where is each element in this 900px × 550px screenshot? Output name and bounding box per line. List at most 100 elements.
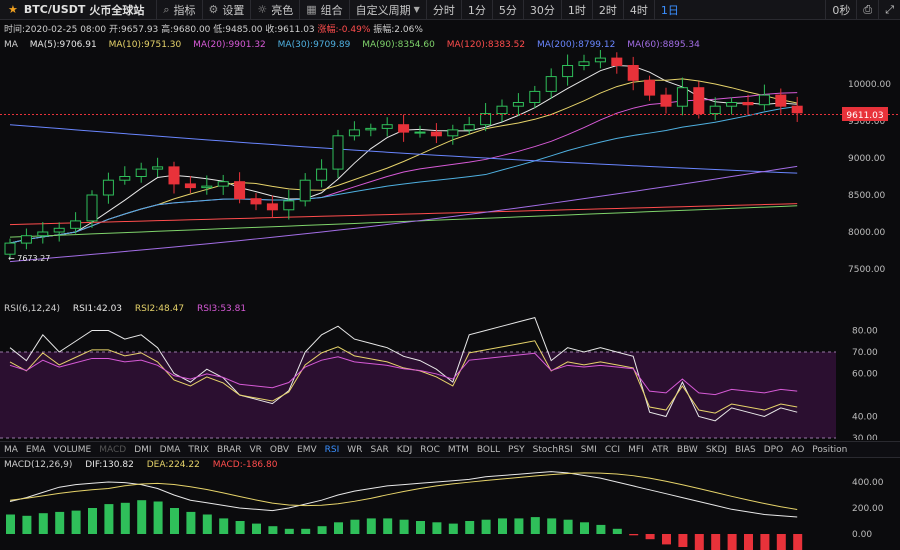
rsi-chart[interactable]: 80.00 70.00 60.00 40.00 30.00: [0, 300, 900, 440]
rsi-axis-label: 30.00: [852, 434, 878, 440]
layout-button[interactable]: ▦ 组合: [299, 0, 348, 19]
ma-legend: MA MA(5):9706.91 MA(10):9751.30 MA(20):9…: [4, 40, 709, 50]
indicator-tab-mfi[interactable]: MFI: [628, 444, 644, 455]
gear-icon: ⚙: [208, 3, 219, 16]
indicator-tab-volume[interactable]: VOLUME: [53, 444, 92, 455]
indicator-tab-macd[interactable]: MACD: [99, 444, 127, 455]
macd-bar: [137, 500, 147, 534]
indicator-tab-emv[interactable]: EMV: [297, 444, 317, 455]
rsi2-line: [9, 340, 798, 414]
indicator-button[interactable]: ⌕ 指标: [156, 0, 201, 19]
indicator-tab-vr[interactable]: VR: [249, 444, 262, 455]
ma60-value: MA(60):8895.34: [627, 40, 700, 50]
indicator-tab-dma[interactable]: DMA: [159, 444, 181, 455]
macd-axis-label: 400.00: [852, 478, 884, 488]
screenshot-button[interactable]: ⎙: [856, 0, 878, 19]
period-tab-1h[interactable]: 1时: [560, 0, 592, 19]
macd-bar: [301, 528, 311, 534]
indicator-tab-sar[interactable]: SAR: [370, 444, 389, 455]
indicator-tab-bias[interactable]: BIAS: [735, 444, 756, 455]
info-time: 时间:2020-02-25 08:00: [4, 25, 107, 35]
macd-bar: [268, 526, 278, 534]
settings-button[interactable]: ⚙ 设置: [201, 0, 251, 19]
indicator-tab-trix[interactable]: TRIX: [188, 444, 209, 455]
macd-bar: [547, 518, 557, 534]
price-axis-label: 9500.00: [848, 117, 885, 127]
candle: [660, 87, 672, 114]
period-tab-2h[interactable]: 2时: [591, 0, 623, 19]
period-tab-4h[interactable]: 4时: [622, 0, 654, 19]
star-icon[interactable]: ★: [8, 3, 18, 16]
indicator-tab-brar[interactable]: BRAR: [217, 444, 242, 455]
ohlc-info: 时间:2020-02-25 08:00 开:9657.93 高:9680.00 …: [4, 22, 423, 35]
indicator-tab-stochrsi[interactable]: StochRSI: [532, 444, 573, 455]
info-high: 高:9680.00: [161, 25, 211, 35]
indicator-tab-smi[interactable]: SMI: [580, 444, 597, 455]
chevron-down-icon: ▼: [413, 5, 420, 14]
macd-bar: [104, 504, 114, 534]
period-tab-30min[interactable]: 30分: [522, 0, 561, 19]
dea-line: [9, 472, 798, 510]
indicator-tab-bbw[interactable]: BBW: [676, 444, 698, 455]
ma60-line: [9, 165, 798, 263]
indicator-tab-boll[interactable]: BOLL: [476, 444, 501, 455]
candle: [53, 222, 65, 242]
custom-period-dropdown[interactable]: 自定义周期 ▼: [348, 0, 426, 19]
ma120-value: MA(120):8383.52: [446, 40, 526, 50]
period-tab-fenshi[interactable]: 分时: [425, 0, 461, 19]
fullscreen-button[interactable]: ⤢: [878, 0, 900, 19]
candle: [791, 96, 803, 122]
indicator-tab-obv[interactable]: OBV: [269, 444, 290, 455]
exchange-name: 火币全球站: [89, 3, 145, 17]
indicator-tab-dmi[interactable]: DMI: [134, 444, 152, 455]
indicator-tab-skdj[interactable]: SKDJ: [705, 444, 728, 455]
macd-bar: [55, 511, 65, 534]
macd-bar: [153, 501, 163, 534]
indicator-tab-atr[interactable]: ATR: [651, 444, 669, 455]
indicator-tab-rsi[interactable]: RSI: [324, 444, 340, 455]
macd-axis-label: 0.00: [852, 530, 872, 540]
macd-bar: [186, 511, 196, 534]
candle: [37, 222, 49, 244]
rsi-legend: RSI(6,12,24) RSI1:42.03 RSI2:48.47 RSI3:…: [4, 304, 256, 314]
indicator-tab-position[interactable]: Position: [812, 444, 848, 455]
indicator-tab-roc[interactable]: ROC: [420, 444, 440, 455]
indicator-tab-kdj[interactable]: KDJ: [396, 444, 413, 455]
rsi-axis-label: 80.00: [852, 327, 878, 337]
indicator-tab-ao[interactable]: AO: [791, 444, 805, 455]
period-tab-1d[interactable]: 1日: [653, 0, 685, 19]
macd-chart[interactable]: 400.00 200.00 0.00: [0, 456, 900, 550]
rsi2-value: RSI2:48.47: [134, 304, 185, 314]
macd-bar: [38, 513, 48, 534]
candle: [217, 174, 229, 195]
macd-bar: [120, 502, 130, 534]
price-axis-label: 7500.00: [848, 265, 885, 275]
pair-title: BTC/USDT: [23, 3, 86, 16]
indicator-tab-dpo[interactable]: DPO: [763, 444, 784, 455]
macd-bar: [694, 534, 704, 550]
macd-bar: [498, 518, 507, 534]
indicator-tab-ema[interactable]: EMA: [25, 444, 46, 455]
indicator-tab-mtm[interactable]: MTM: [447, 444, 469, 455]
indicator-tab-psy[interactable]: PSY: [508, 444, 525, 455]
candle: [365, 123, 377, 137]
candle: [250, 193, 262, 211]
macd-bar: [629, 534, 639, 536]
theme-button[interactable]: ☼ 亮色: [250, 0, 299, 19]
price-chart[interactable]: 10500.00 10000.00 9500.00 9000.00 8500.00 800…: [0, 50, 900, 300]
sun-icon: ☼: [257, 3, 268, 16]
indicator-tab-cci[interactable]: CCI: [604, 444, 621, 455]
ma90-value: MA(90):8354.60: [362, 40, 435, 50]
indicator-tab-ma[interactable]: MA: [4, 444, 18, 455]
indicator-tab-wr[interactable]: WR: [347, 444, 363, 455]
macd-bar: [645, 534, 655, 540]
rsi-axis-label: 60.00: [852, 370, 878, 380]
candle: [135, 162, 147, 183]
info-close: 收:9611.03: [265, 25, 315, 35]
period-tab-5min[interactable]: 5分: [491, 0, 523, 19]
candle: [463, 116, 475, 135]
period-tab-1min[interactable]: 1分: [460, 0, 492, 19]
macd-axis-label: 200.00: [852, 504, 884, 514]
candle: [627, 56, 639, 91]
candle: [168, 161, 180, 194]
